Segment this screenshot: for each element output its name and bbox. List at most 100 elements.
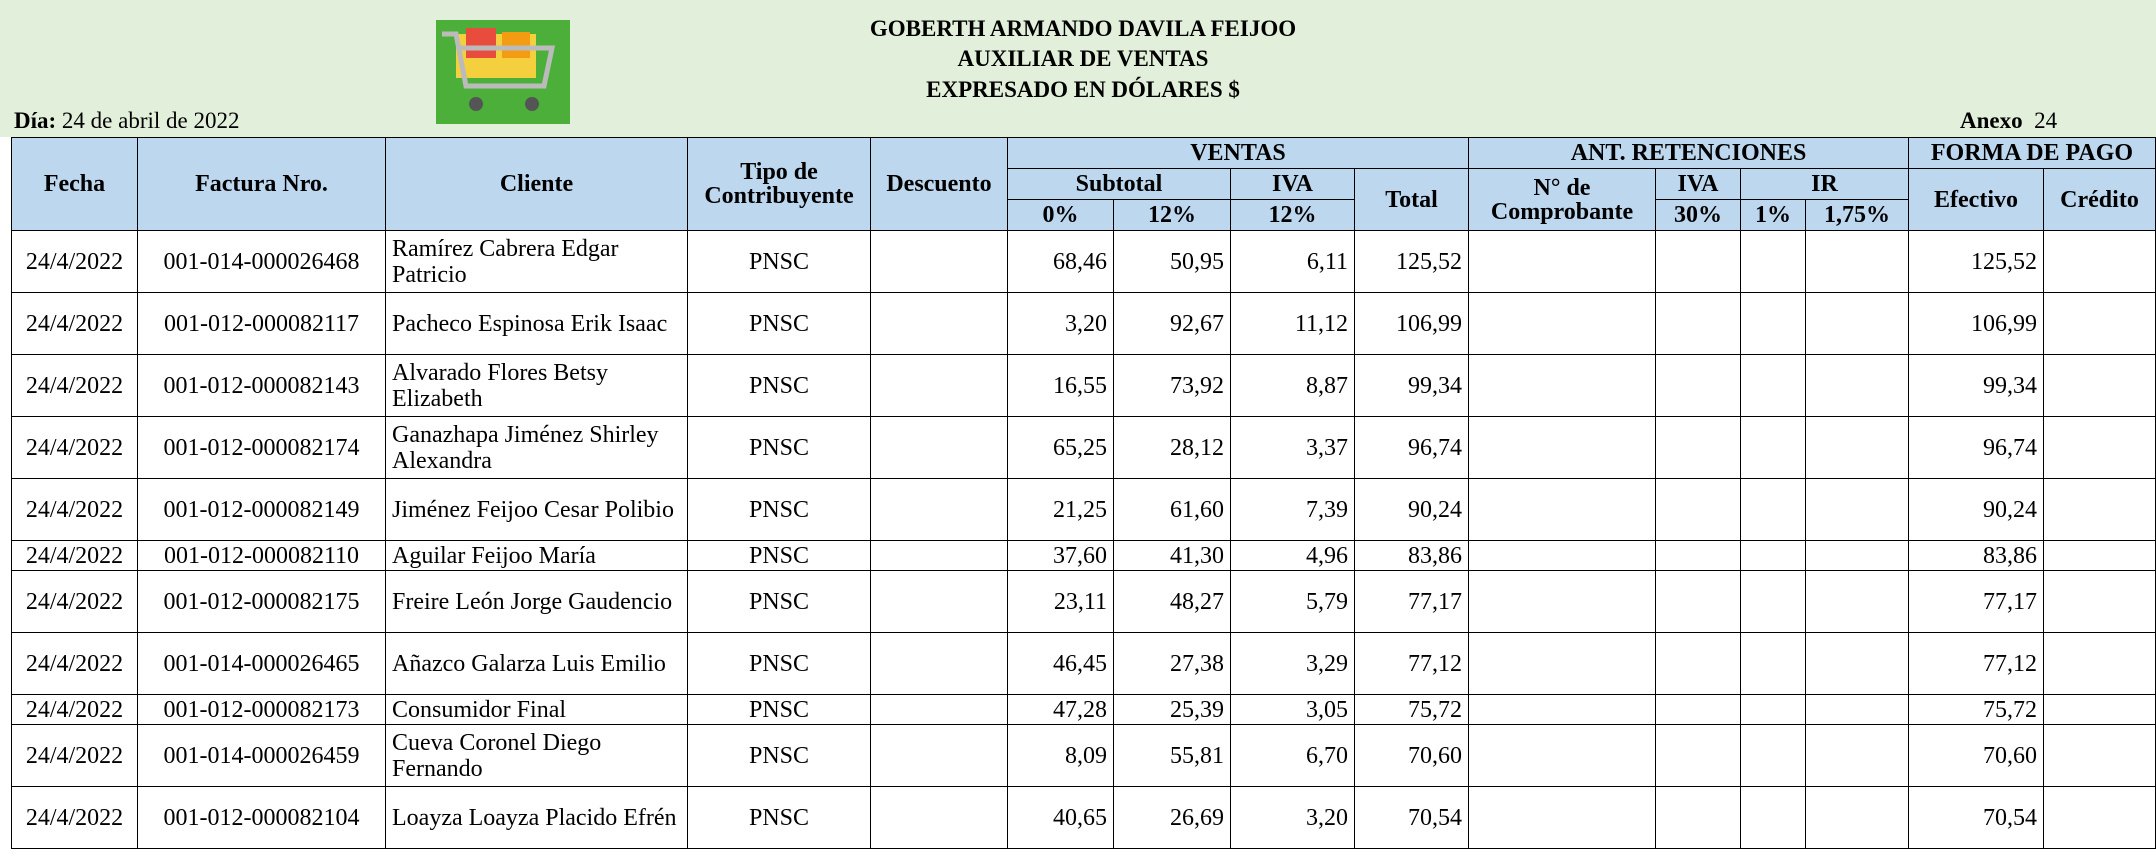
iva-12-cell: 3,05 (1231, 695, 1355, 725)
fecha-cell: 24/4/2022 (12, 541, 138, 571)
empty-cell (1656, 293, 1741, 355)
subtotal-12-cell: 41,30 (1114, 541, 1231, 571)
empty-cell (2044, 355, 2156, 417)
empty-cell (1656, 417, 1741, 479)
efectivo-cell: 70,54 (1909, 787, 2044, 849)
factura-cell: 001-014-000026459 (138, 725, 386, 787)
empty-cell (1806, 479, 1909, 541)
empty-cell (1469, 787, 1656, 849)
empty-cell (1741, 787, 1806, 849)
tipo-cell: PNSC (688, 695, 871, 725)
empty-cell (1656, 725, 1741, 787)
empty-cell (2044, 231, 2156, 293)
header-cell: Subtotal (1008, 169, 1231, 200)
total-cell: 77,17 (1355, 571, 1469, 633)
subtotal-12-cell: 55,81 (1114, 725, 1231, 787)
empty-cell (1741, 541, 1806, 571)
total-cell: 125,52 (1355, 231, 1469, 293)
header-cell: Total (1355, 169, 1469, 231)
total-cell: 90,24 (1355, 479, 1469, 541)
subtotal-12-cell: 25,39 (1114, 695, 1231, 725)
fecha-cell: 24/4/2022 (12, 633, 138, 695)
header-cell: Descuento (871, 138, 1008, 231)
cliente-cell: Alvarado Flores Betsy Elizabeth (386, 355, 688, 417)
empty-cell (1656, 355, 1741, 417)
factura-cell: 001-012-000082117 (138, 293, 386, 355)
empty-cell (1806, 417, 1909, 479)
empty-cell (1469, 633, 1656, 695)
factura-cell: 001-012-000082110 (138, 541, 386, 571)
iva-12-cell: 3,29 (1231, 633, 1355, 695)
empty-cell (1469, 541, 1656, 571)
empty-cell (1806, 293, 1909, 355)
subtotal-12-cell: 61,60 (1114, 479, 1231, 541)
header-cell: 1% (1741, 200, 1806, 231)
empty-cell (871, 571, 1008, 633)
empty-cell (871, 417, 1008, 479)
empty-cell (1806, 695, 1909, 725)
empty-cell (871, 479, 1008, 541)
empty-cell (1656, 787, 1741, 849)
total-cell: 106,99 (1355, 293, 1469, 355)
empty-cell (1741, 725, 1806, 787)
efectivo-cell: 70,60 (1909, 725, 2044, 787)
efectivo-cell: 125,52 (1909, 231, 2044, 293)
total-cell: 83,86 (1355, 541, 1469, 571)
empty-cell (1741, 479, 1806, 541)
header-cell: 12% (1231, 200, 1355, 231)
subtotal-0-cell: 3,20 (1008, 293, 1114, 355)
efectivo-cell: 75,72 (1909, 695, 2044, 725)
empty-cell (1469, 571, 1656, 633)
header-cell: Crédito (2044, 169, 2156, 231)
empty-cell (1469, 725, 1656, 787)
efectivo-cell: 106,99 (1909, 293, 2044, 355)
total-cell: 77,12 (1355, 633, 1469, 695)
iva-12-cell: 6,70 (1231, 725, 1355, 787)
subtotal-0-cell: 21,25 (1008, 479, 1114, 541)
tipo-cell: PNSC (688, 231, 871, 293)
cliente-cell: Freire León Jorge Gaudencio (386, 571, 688, 633)
header-cell: Cliente (386, 138, 688, 231)
empty-cell (1741, 355, 1806, 417)
empty-cell (1656, 541, 1741, 571)
header-cell: ANT. RETENCIONES (1469, 138, 1909, 169)
fecha-cell: 24/4/2022 (12, 725, 138, 787)
tipo-cell: PNSC (688, 479, 871, 541)
empty-cell (1656, 479, 1741, 541)
subtotal-0-cell: 40,65 (1008, 787, 1114, 849)
empty-cell (1741, 695, 1806, 725)
tipo-cell: PNSC (688, 571, 871, 633)
efectivo-cell: 77,12 (1909, 633, 2044, 695)
cliente-cell: Ramírez Cabrera Edgar Patricio (386, 231, 688, 293)
subtotal-0-cell: 68,46 (1008, 231, 1114, 293)
annex-label: Anexo (1960, 108, 2023, 133)
empty-cell (2044, 417, 2156, 479)
day-label: Día: (14, 108, 56, 133)
empty-cell (1469, 479, 1656, 541)
factura-cell: 001-012-000082175 (138, 571, 386, 633)
empty-cell (871, 695, 1008, 725)
iva-12-cell: 3,20 (1231, 787, 1355, 849)
tipo-cell: PNSC (688, 541, 871, 571)
annex: Anexo 24 (1960, 108, 2057, 134)
empty-cell (871, 231, 1008, 293)
subtotal-0-cell: 46,45 (1008, 633, 1114, 695)
total-cell: 96,74 (1355, 417, 1469, 479)
empty-cell (871, 633, 1008, 695)
page: GOBERTH ARMANDO DAVILA FEIJOO AUXILIAR D… (0, 0, 2156, 856)
empty-cell (2044, 541, 2156, 571)
cliente-cell: Pacheco Espinosa Erik Isaac (386, 293, 688, 355)
title-line: AUXILIAR DE VENTAS (783, 46, 1383, 72)
empty-cell (1741, 571, 1806, 633)
cliente-cell: Jiménez Feijoo Cesar Polibio (386, 479, 688, 541)
tipo-cell: PNSC (688, 293, 871, 355)
fecha-cell: 24/4/2022 (12, 417, 138, 479)
header-cell: Tipo de Contribuyente (688, 138, 871, 231)
header-cell: 0% (1008, 200, 1114, 231)
empty-cell (2044, 725, 2156, 787)
